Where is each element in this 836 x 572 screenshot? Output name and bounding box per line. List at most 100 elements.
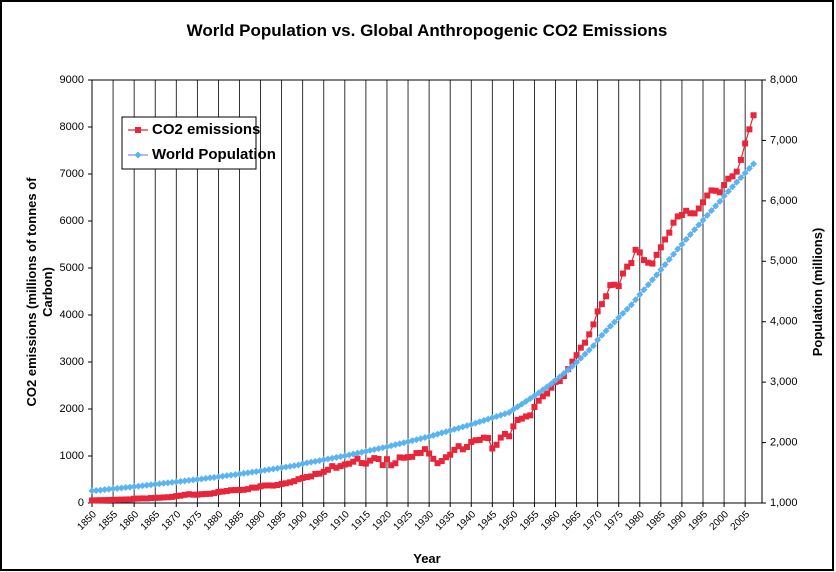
data-marker (223, 472, 231, 480)
data-marker (737, 174, 745, 182)
data-marker (219, 472, 227, 480)
data-marker (202, 474, 210, 482)
data-marker (741, 169, 749, 177)
data-marker (552, 376, 560, 384)
data-marker (324, 466, 331, 473)
data-marker (248, 468, 256, 476)
data-marker (151, 480, 159, 488)
data-marker (594, 308, 601, 315)
data-marker (712, 187, 719, 194)
data-marker (497, 434, 504, 441)
legend-marker (135, 127, 141, 133)
data-marker (695, 205, 702, 212)
data-marker (603, 293, 610, 300)
data-marker (160, 479, 168, 487)
data-marker (539, 393, 546, 400)
data-marker (678, 212, 685, 219)
y-tick-label: 3000 (60, 356, 84, 368)
y2-tick-label: 6,000 (770, 195, 798, 207)
y-tick-label: 2000 (60, 403, 84, 415)
data-marker (480, 434, 487, 441)
data-marker (649, 260, 656, 267)
data-marker (152, 494, 159, 501)
data-marker (139, 495, 146, 502)
data-marker (459, 446, 466, 453)
data-marker (190, 491, 197, 498)
legend-marker (134, 151, 142, 159)
data-marker (286, 462, 294, 470)
data-marker (615, 314, 623, 322)
data-marker (547, 380, 555, 388)
data-marker (110, 496, 117, 503)
data-marker (703, 211, 711, 219)
data-marker (530, 392, 538, 400)
data-marker (282, 463, 290, 471)
data-marker (88, 487, 96, 495)
data-marker (105, 496, 112, 503)
data-marker (725, 175, 732, 182)
data-marker (333, 464, 340, 471)
data-marker (745, 164, 753, 172)
data-marker (265, 466, 273, 474)
data-marker (590, 321, 597, 328)
data-marker (750, 160, 758, 168)
data-marker (172, 478, 180, 486)
y-tick-label: 1000 (60, 450, 84, 462)
data-marker (388, 462, 395, 469)
data-marker (485, 434, 492, 441)
data-marker (168, 478, 176, 486)
data-marker (176, 477, 184, 485)
data-marker (143, 481, 151, 489)
y-axis-title: Carbon) (40, 267, 55, 317)
data-marker (240, 486, 247, 493)
chart-title: World Population vs. Global Anthropogeni… (187, 21, 668, 40)
data-marker (400, 454, 407, 461)
data-marker (354, 455, 361, 462)
data-marker (126, 483, 134, 491)
data-marker (704, 192, 711, 199)
data-marker (682, 235, 690, 243)
data-marker (265, 482, 272, 489)
data-marker (135, 495, 142, 502)
data-marker (606, 322, 614, 330)
data-marker (729, 173, 736, 180)
data-marker (273, 464, 281, 472)
data-marker (160, 494, 167, 501)
data-marker (291, 478, 298, 485)
data-marker (295, 476, 302, 483)
data-marker (581, 350, 589, 358)
data-marker (670, 219, 677, 226)
legend-label: CO2 emissions (152, 121, 260, 138)
data-marker (628, 260, 635, 267)
data-marker (644, 281, 652, 289)
data-marker (282, 480, 289, 487)
data-marker (228, 487, 235, 494)
y2-axis-title: Population (millions) (810, 228, 825, 357)
data-marker (181, 477, 189, 485)
data-marker (278, 480, 285, 487)
data-marker (320, 468, 327, 475)
data-marker (708, 187, 715, 194)
data-marker (421, 446, 428, 453)
data-marker (568, 362, 576, 370)
data-marker (670, 250, 678, 258)
data-marker (733, 168, 740, 175)
data-marker (92, 486, 100, 494)
data-marker (405, 454, 412, 461)
data-marker (287, 479, 294, 486)
data-marker (729, 183, 737, 191)
data-marker (219, 488, 226, 495)
data-marker (544, 390, 551, 397)
data-marker (185, 476, 193, 484)
data-marker (134, 482, 142, 490)
data-marker (493, 441, 500, 448)
data-marker (96, 486, 104, 494)
data-marker (602, 327, 610, 335)
y2-tick-label: 1,000 (770, 497, 798, 509)
data-marker (569, 358, 576, 365)
data-marker (674, 213, 681, 220)
data-marker (657, 244, 664, 251)
data-marker (464, 443, 471, 450)
data-marker (472, 437, 479, 444)
data-marker (737, 156, 744, 163)
